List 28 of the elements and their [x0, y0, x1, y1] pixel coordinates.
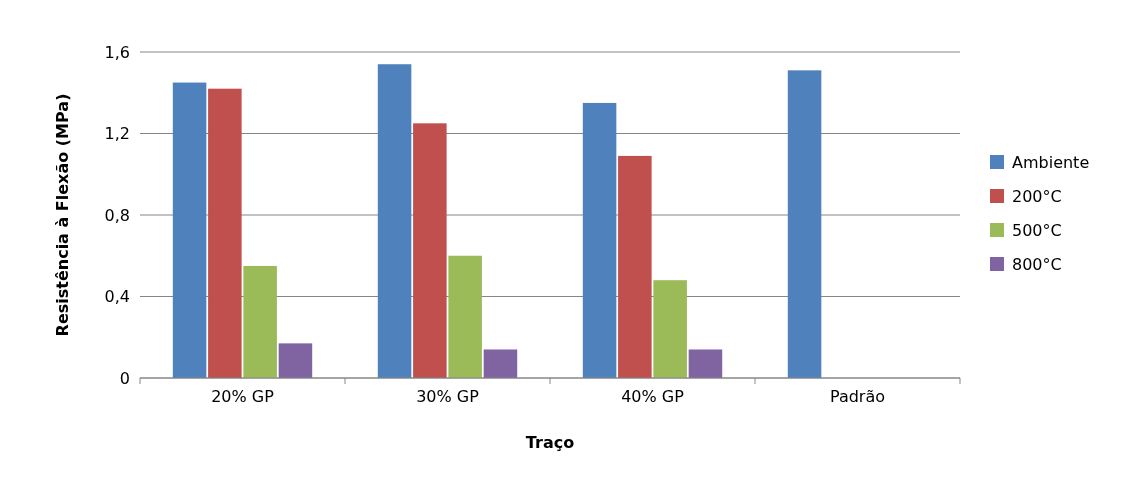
y-tick-label: 0,8 — [104, 205, 130, 225]
bar — [243, 265, 277, 378]
bar — [278, 343, 313, 378]
bar — [582, 102, 617, 378]
y-axis-title: Resistência à Flexão (MPa) — [53, 93, 72, 337]
bar — [413, 123, 447, 378]
x-tick-label: 30% GP — [416, 387, 480, 406]
y-tick-label: 0,4 — [104, 287, 130, 307]
x-tick-label: 20% GP — [211, 387, 275, 406]
bar — [172, 82, 207, 378]
legend-label: 800°C — [1012, 254, 1062, 274]
y-tick-label: 1,2 — [104, 124, 130, 144]
bar — [618, 155, 652, 378]
bar — [377, 64, 412, 378]
x-tick-label: Padrão — [829, 387, 886, 406]
bar — [448, 255, 482, 378]
legend-label: Ambiente — [1012, 152, 1090, 172]
bar — [653, 280, 687, 378]
legend-label: 500°C — [1012, 220, 1062, 240]
y-tick-label: 0 — [119, 368, 130, 388]
x-tick-label: 40% GP — [621, 387, 685, 406]
bar — [787, 70, 822, 378]
legend-label: 200°C — [1012, 186, 1062, 206]
x-axis-title: Traço — [525, 433, 575, 452]
bar — [688, 349, 723, 378]
bar — [208, 88, 242, 378]
bar — [483, 349, 518, 378]
y-tick-label: 1,6 — [104, 42, 130, 62]
